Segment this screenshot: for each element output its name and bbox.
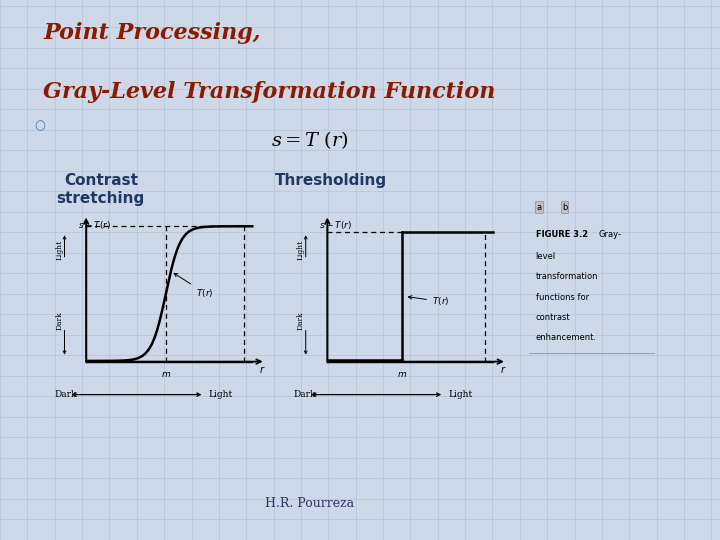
Text: $T(r)$: $T(r)$ — [174, 273, 213, 299]
Text: $r$: $r$ — [259, 364, 266, 375]
Text: $m$: $m$ — [161, 370, 171, 379]
Text: Dark: Dark — [55, 312, 63, 330]
Text: level: level — [536, 252, 556, 261]
Text: $s = T\ (r)$: $s = T\ (r)$ — [271, 130, 348, 151]
Text: Gray-Level Transformation Function: Gray-Level Transformation Function — [43, 81, 495, 103]
Text: functions for: functions for — [536, 293, 589, 301]
Text: contrast: contrast — [536, 313, 570, 322]
Text: Light: Light — [209, 390, 233, 399]
Text: ○: ○ — [34, 119, 45, 132]
Text: transformation: transformation — [536, 272, 598, 281]
Text: Dark: Dark — [294, 390, 316, 399]
Text: H.R. Pourreza: H.R. Pourreza — [265, 497, 354, 510]
Text: $r$: $r$ — [500, 364, 507, 375]
Text: enhancement.: enhancement. — [536, 333, 596, 342]
Text: Light: Light — [449, 390, 472, 399]
Text: Light: Light — [55, 240, 63, 260]
Text: $T(r)$: $T(r)$ — [408, 295, 449, 307]
Text: Thresholding: Thresholding — [275, 173, 387, 188]
Text: Dark: Dark — [297, 312, 305, 330]
Text: Point Processing,: Point Processing, — [43, 22, 261, 44]
Text: Contrast
stretching: Contrast stretching — [57, 173, 145, 206]
Text: $s - T(r)$: $s - T(r)$ — [78, 219, 111, 231]
Text: Dark: Dark — [54, 390, 76, 399]
Text: FIGURE 3.2: FIGURE 3.2 — [536, 230, 588, 239]
Text: Light: Light — [297, 240, 305, 260]
Text: b: b — [562, 202, 567, 212]
Text: Gray-: Gray- — [598, 230, 621, 239]
Text: $s - T(r)$: $s - T(r)$ — [319, 219, 352, 231]
Text: a: a — [536, 202, 542, 212]
Text: $m$: $m$ — [397, 370, 408, 379]
